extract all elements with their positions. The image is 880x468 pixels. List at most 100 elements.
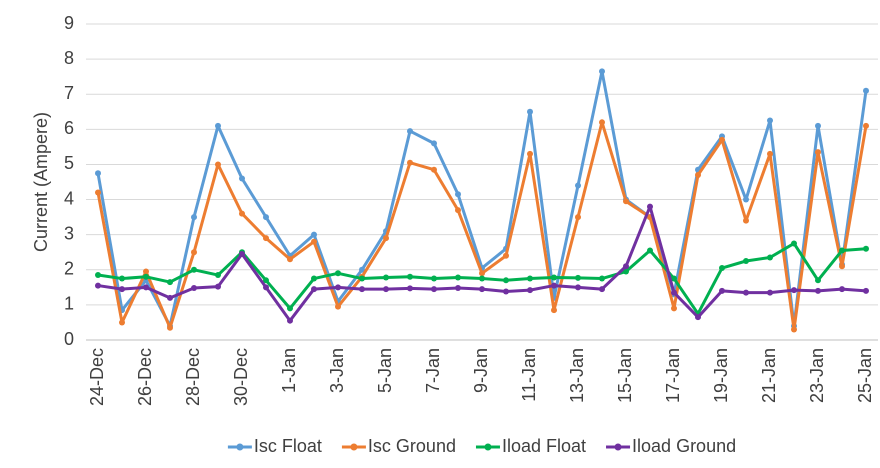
data-point [815,287,821,294]
x-tick-label: 7-Jan [423,348,443,393]
data-point [311,238,317,245]
data-point [263,214,269,221]
data-point [407,159,413,166]
y-tick-label: 1 [64,294,74,314]
data-point [479,275,485,282]
data-point [623,268,629,275]
legend-label: Iload Ground [632,436,736,456]
x-tick-label: 28-Dec [183,348,203,406]
data-point [671,289,677,296]
data-point [119,286,125,293]
x-tick-label: 15-Jan [615,348,635,403]
data-point [527,287,533,294]
y-tick-label: 5 [64,153,74,173]
x-tick-label: 1-Jan [279,348,299,393]
series-line [96,120,868,331]
data-point [359,266,365,273]
data-point [455,285,461,292]
data-point [815,149,821,156]
data-point [719,136,725,143]
data-point [287,317,293,324]
legend-label: Isc Ground [368,436,456,456]
y-tick-label: 6 [64,118,74,138]
legend-label: Isc Float [254,436,322,456]
x-tick-label: 25-Jan [855,348,875,403]
x-tick-label: 3-Jan [327,348,347,393]
data-point [407,285,413,292]
data-point [167,324,173,331]
data-point [119,275,125,282]
data-point [287,256,293,263]
data-point [839,286,845,293]
data-point [431,286,437,293]
data-point [623,263,629,270]
data-point [191,214,197,221]
data-point [311,231,317,238]
y-tick-label: 9 [64,13,74,33]
legend: Isc Float Isc Ground Iload Float Iload Grou… [227,436,736,456]
data-point [599,275,605,282]
data-point [215,283,221,290]
data-point [95,189,101,196]
data-point [599,68,605,75]
legend-marker [614,443,622,451]
data-point [551,282,557,289]
x-tick-label: 13-Jan [567,348,587,403]
x-tick-label: 30-Dec [231,348,251,406]
x-tick-label: 5-Jan [375,348,395,393]
data-point [455,191,461,198]
data-point [575,284,581,291]
data-point [527,150,533,157]
data-point [143,273,149,280]
data-point [791,287,797,294]
data-point [743,258,749,264]
data-point [191,285,197,292]
x-tick-label: 11-Jan [519,348,539,402]
data-point [575,274,581,281]
data-point [767,289,773,296]
data-point [455,274,461,281]
x-tick-label: 9-Jan [471,348,491,393]
data-point [335,284,341,291]
data-point [311,275,317,282]
data-point [263,277,269,284]
data-point [551,274,557,281]
data-point [263,284,269,291]
data-point [671,275,677,282]
data-point [527,275,533,282]
data-point [863,287,869,294]
y-tick-label: 3 [64,223,74,243]
data-point [623,198,629,205]
y-tick-label: 2 [64,259,74,279]
data-point [431,275,437,282]
data-point [167,279,173,286]
data-point [503,277,509,284]
y-tick-label: 0 [64,329,74,349]
legend-marker [350,443,358,451]
data-point [647,203,653,210]
data-point [215,161,221,168]
data-point [335,303,341,310]
data-point [95,272,101,279]
data-point [503,252,509,259]
data-point [143,268,149,275]
data-point [335,270,341,277]
data-point [311,286,317,293]
y-tick-label: 4 [64,188,74,208]
x-tick-label: 21-Jan [759,348,779,403]
data-point [767,117,773,124]
x-tick-label: 17-Jan [663,348,683,403]
data-point [479,270,485,277]
data-point [863,122,869,129]
data-point [791,240,797,247]
data-point [95,282,101,289]
data-point [599,286,605,293]
data-point [767,254,773,261]
data-point [407,128,413,135]
y-tick-label: 7 [64,83,74,103]
data-point [695,314,701,321]
data-point [695,171,701,178]
data-point [431,166,437,173]
y-tick-label: 8 [64,48,74,68]
